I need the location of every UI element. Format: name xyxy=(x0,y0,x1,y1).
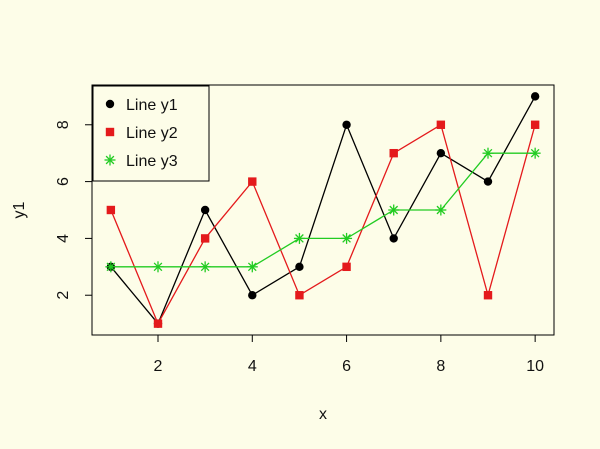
series-3-point xyxy=(435,204,447,216)
series-2-point xyxy=(153,319,163,328)
series-3-point-stroke xyxy=(342,234,351,243)
series-3-point-stroke xyxy=(247,262,257,272)
series-2 xyxy=(106,120,540,328)
series-1-point xyxy=(389,234,398,243)
series-2-point xyxy=(342,262,351,272)
y-axis: 2 4 6 8 xyxy=(55,120,93,300)
x-tick-label: 8 xyxy=(436,358,445,375)
y-axis-label: y1 xyxy=(11,201,28,218)
x-tick-label: 2 xyxy=(154,358,163,375)
x-tick-label: 10 xyxy=(526,358,544,375)
series-3-line xyxy=(110,152,536,268)
series-3-point xyxy=(529,147,541,159)
series-3-point xyxy=(105,261,117,273)
series-3-point-stroke xyxy=(389,205,399,215)
series-3-point xyxy=(293,232,305,244)
series-3-point-stroke xyxy=(436,205,446,215)
legend-marker-3-stroke xyxy=(105,155,115,165)
series-1-point xyxy=(436,148,446,158)
y-tick-label: 4 xyxy=(55,234,72,243)
legend-label-2: Line y2 xyxy=(126,125,178,142)
series-2-line xyxy=(110,123,536,326)
series-3-point-stroke xyxy=(153,262,163,272)
legend-label-1: Line y1 xyxy=(126,97,178,114)
series-3-point xyxy=(246,261,258,273)
legend-label-3: Line y3 xyxy=(126,153,178,170)
series-3-point-stroke xyxy=(200,262,210,272)
series-3-point-stroke xyxy=(530,148,540,158)
y-tick-label: 6 xyxy=(55,177,72,186)
series-2-point xyxy=(483,291,493,300)
legend-marker-2 xyxy=(105,127,115,137)
series-2-point xyxy=(436,120,446,129)
series-3-point xyxy=(341,232,353,244)
series-3-point xyxy=(199,261,211,273)
series-1-point xyxy=(295,262,304,272)
series-1-point xyxy=(248,291,257,300)
series-1-point xyxy=(342,120,351,129)
series-1-point xyxy=(200,205,210,215)
series-2-point xyxy=(530,120,540,129)
series-3-point xyxy=(388,204,400,216)
series-3-point-stroke xyxy=(106,262,116,272)
series-layer xyxy=(105,92,541,328)
x-tick-label: 4 xyxy=(248,358,257,375)
series-2-point xyxy=(248,177,257,186)
series-1-point xyxy=(483,177,493,186)
legend-marker-3 xyxy=(104,154,116,166)
series-3 xyxy=(105,147,541,273)
series-3-point xyxy=(152,261,164,273)
series-2-point xyxy=(106,205,116,215)
x-axis: 2 4 6 8 10 xyxy=(154,334,544,375)
x-tick-label: 6 xyxy=(342,358,351,375)
series-3-point-stroke xyxy=(483,148,493,158)
x-axis-label: x xyxy=(319,406,327,423)
series-2-point xyxy=(389,148,398,158)
series-1-point xyxy=(530,92,540,101)
legend-marker-1 xyxy=(105,99,115,109)
legend: Line y1 Line y2 Line y3 xyxy=(92,85,210,182)
series-2-point xyxy=(295,291,304,300)
y-tick-label: 2 xyxy=(55,291,72,300)
y-tick-label: 8 xyxy=(55,120,72,129)
series-2-point xyxy=(200,234,210,243)
series-3-point-stroke xyxy=(295,234,304,243)
series-3-point xyxy=(482,147,494,159)
